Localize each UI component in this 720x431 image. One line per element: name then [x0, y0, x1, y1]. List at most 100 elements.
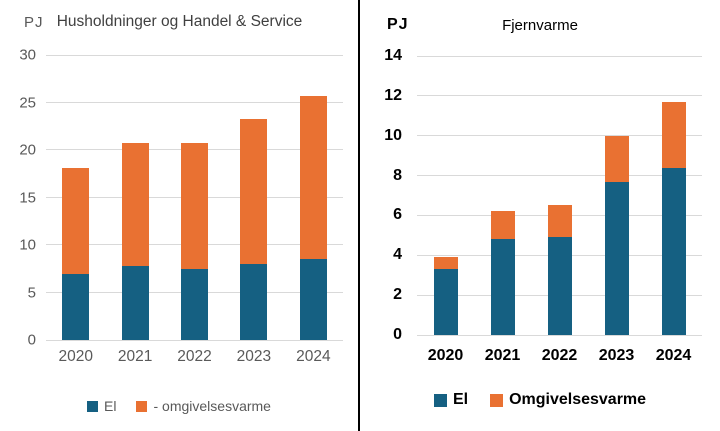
- gridline-25: [46, 101, 343, 103]
- stacked-bar-2023[interactable]: [604, 56, 629, 335]
- legend: El Omgivelsesvarme: [360, 391, 720, 409]
- stacked-bar-2020[interactable]: [433, 56, 458, 335]
- stacked-bar-2024[interactable]: [299, 55, 327, 340]
- bar-segment-2024-el[interactable]: [661, 167, 686, 335]
- bar-slot-2022: [165, 55, 224, 340]
- legend-item-el[interactable]: El: [433, 391, 469, 409]
- bar-segment-2020-omgivelsesvarme[interactable]: [433, 257, 458, 270]
- y-tick-label-5: 5: [27, 284, 36, 301]
- y-axis-unit-label: PJ: [24, 14, 44, 31]
- bar-segment-2022-el[interactable]: [181, 268, 209, 340]
- bar-segment-2022-omgivelsesvarme[interactable]: [181, 143, 209, 269]
- y-axis-unit-label: PJ: [387, 16, 409, 33]
- y-tick-label-12: 12: [384, 86, 402, 104]
- y-axis: 0 5 10 15 20 25 30: [0, 48, 36, 348]
- bar-segment-2020-el[interactable]: [62, 273, 90, 340]
- x-tick-label-2024: 2024: [296, 348, 331, 365]
- bar-slot-2021: [474, 56, 531, 335]
- x-tick-label-2020: 2020: [58, 348, 93, 365]
- chart-title: Husholdninger og Handel & Service: [56, 13, 303, 30]
- x-tick-label-2021: 2021: [117, 348, 153, 365]
- chart-panel-fjernvarme: PJ Fjernvarme 0 2 4 6 8 10 12 14 2020 2021 2022 20…: [360, 0, 720, 431]
- y-tick-label-0: 0: [393, 326, 402, 343]
- stacked-bar-2023[interactable]: [240, 55, 268, 340]
- bar-segment-2023-el[interactable]: [604, 181, 629, 335]
- stacked-bar-2022[interactable]: [547, 56, 572, 335]
- y-tick-label-6: 6: [393, 206, 402, 224]
- bar-segment-2024-omgivelsesvarme[interactable]: [299, 95, 327, 260]
- bar-slot-2024: [645, 56, 702, 335]
- vertical-divider: [358, 0, 360, 431]
- legend-label: El: [452, 391, 469, 408]
- y-tick-label-15: 15: [19, 189, 36, 206]
- x-tick-label-2021: 2021: [484, 347, 521, 364]
- bar-segment-2022-omgivelsesvarme[interactable]: [547, 205, 572, 238]
- legend-item-el[interactable]: El: [87, 398, 116, 414]
- x-axis: 2020 2021 2022 2023 2024: [417, 347, 702, 365]
- y-tick-label-10: 10: [19, 236, 36, 254]
- y-tick-label-0: 0: [27, 331, 36, 349]
- chart-title: Fjernvarme: [502, 17, 578, 34]
- bar-segment-2023-omgivelsesvarme[interactable]: [604, 135, 629, 182]
- bar-slot-2023: [588, 56, 645, 335]
- x-tick-label-2023: 2023: [598, 347, 635, 364]
- bar-segment-2021-omgivelsesvarme[interactable]: [490, 211, 515, 240]
- legend-label: El: [104, 398, 117, 414]
- chart-panel-households: PJ Husholdninger og Handel & Service 0 5 1…: [0, 0, 358, 431]
- bar-segment-2023-omgivelsesvarme[interactable]: [240, 118, 268, 264]
- x-tick-label-2022: 2022: [541, 347, 578, 364]
- bars-container: [46, 55, 343, 340]
- gridline-12: [417, 95, 702, 97]
- stacked-bar-2021[interactable]: [490, 56, 515, 335]
- y-tick-label-4: 4: [393, 246, 402, 264]
- bar-segment-2024-el[interactable]: [299, 259, 327, 340]
- bar-segment-2021-el[interactable]: [121, 265, 149, 340]
- bar-slot-2020: [417, 56, 474, 335]
- x-tick-label-2024: 2024: [655, 347, 692, 364]
- stacked-bar-2021[interactable]: [121, 55, 149, 340]
- x-tick-label-2020: 2020: [427, 347, 464, 364]
- bar-segment-2024-omgivelsesvarme[interactable]: [661, 101, 686, 168]
- legend-label: Omgivelsesvarme: [509, 391, 647, 408]
- bar-segment-2023-el[interactable]: [240, 264, 268, 340]
- y-axis: 0 2 4 6 8 10 12 14: [368, 48, 402, 343]
- legend-swatch-icon: [433, 393, 447, 407]
- legend-item-omgivelsesvarme[interactable]: Omgivelsesvarme: [490, 391, 646, 409]
- x-tick-label-2022: 2022: [177, 348, 212, 365]
- legend-swatch-icon: [87, 400, 99, 412]
- gridline-30: [46, 54, 343, 56]
- gridline-0: [46, 339, 343, 341]
- legend-swatch-icon: [490, 393, 504, 407]
- bar-slot-2024: [284, 55, 343, 340]
- gridline-10: [417, 135, 702, 137]
- bar-segment-2020-omgivelsesvarme[interactable]: [62, 168, 90, 274]
- gridline-8: [417, 175, 702, 177]
- y-tick-label-30: 30: [19, 46, 36, 64]
- y-tick-label-25: 25: [19, 94, 36, 111]
- stacked-bar-2022[interactable]: [181, 55, 209, 340]
- legend-item-omgivelsesvarme[interactable]: - omgivelsesvarme: [136, 398, 271, 414]
- bar-segment-2021-el[interactable]: [490, 239, 515, 335]
- stacked-bar-2020[interactable]: [62, 55, 90, 340]
- legend-swatch-icon: [136, 400, 148, 412]
- bar-segment-2022-el[interactable]: [547, 237, 572, 335]
- y-tick-label-8: 8: [393, 166, 402, 184]
- stacked-bar-2024[interactable]: [661, 56, 686, 335]
- plot-area: [46, 54, 343, 341]
- bar-slot-2022: [531, 56, 588, 335]
- y-tick-label-10: 10: [384, 126, 402, 144]
- y-tick-label-14: 14: [384, 47, 402, 64]
- x-axis: 2020 2021 2022 2023 2024: [46, 348, 343, 366]
- gridline-0: [417, 334, 702, 336]
- bars-container: [417, 56, 702, 335]
- y-tick-label-20: 20: [19, 141, 36, 159]
- plot-area: [417, 55, 702, 336]
- bar-slot-2021: [105, 55, 164, 340]
- bar-segment-2021-omgivelsesvarme[interactable]: [121, 143, 149, 266]
- bar-slot-2020: [46, 55, 105, 340]
- y-tick-label-2: 2: [393, 286, 402, 304]
- legend: El - omgivelsesvarme: [0, 398, 358, 414]
- bar-slot-2023: [224, 55, 283, 340]
- bar-segment-2020-el[interactable]: [433, 269, 458, 335]
- gridline-14: [417, 55, 702, 57]
